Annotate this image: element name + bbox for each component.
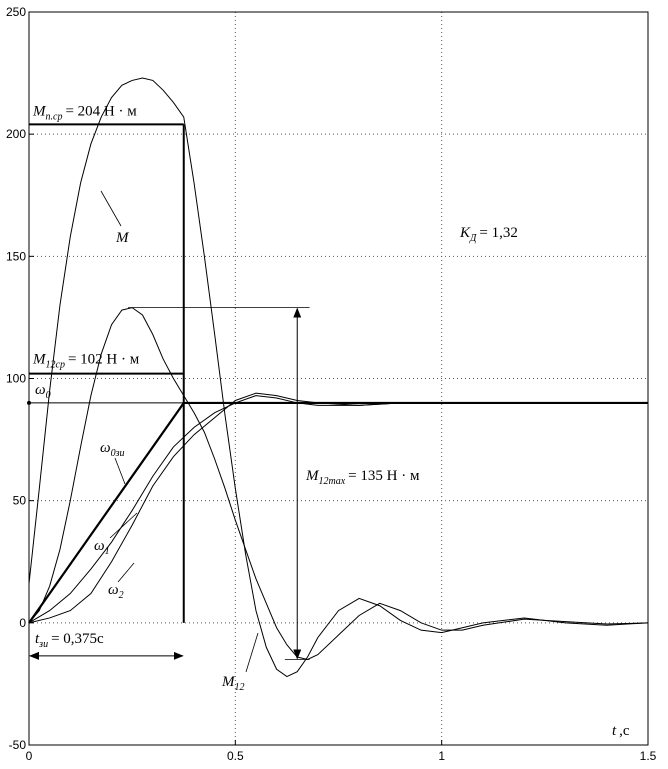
label-symbol: M — [115, 230, 130, 246]
series-line — [28, 307, 649, 661]
label-symbol: ω — [108, 582, 119, 598]
series-label: M — [115, 230, 130, 246]
plot-frame — [28, 11, 649, 746]
label-subscript: 2 — [119, 590, 124, 601]
label-text: = 0,375с — [51, 631, 104, 647]
label-symbol: M — [32, 352, 47, 368]
annotation: M12ср = 102 Н · м — [32, 352, 140, 371]
label-subscript: 1 — [105, 546, 110, 557]
label-symbol: ω — [100, 440, 111, 456]
label-subscript: 12max — [319, 476, 346, 487]
series-label: ω2 — [108, 582, 124, 601]
y-tick-label: 200 — [6, 127, 26, 141]
label-subscript: 12 — [235, 682, 245, 693]
x-tick-label: 0 — [26, 749, 33, 763]
series-line — [28, 395, 442, 624]
annotation: ω0 — [35, 382, 51, 401]
series-label: ω1 — [94, 538, 110, 557]
label-symbol: t — [35, 631, 40, 647]
leader-line — [114, 457, 126, 485]
label-text: ,c — [619, 723, 630, 739]
label-symbol: K — [459, 225, 471, 241]
y-tick-label: -50 — [9, 738, 27, 752]
y-tick-label: 0 — [19, 616, 26, 630]
omega0-dot — [27, 400, 31, 405]
annotation: KД = 1,32 — [459, 225, 518, 244]
x-axis-label: t ,c — [612, 723, 630, 739]
label-subscript: п.ср — [46, 111, 63, 122]
label-symbol: M — [32, 103, 47, 119]
label-symbol: M — [221, 674, 236, 690]
annotation: Mп.ср = 204 Н · м — [32, 103, 137, 122]
label-text: = 102 Н · м — [68, 352, 140, 368]
label-subscript: 0зи — [111, 448, 125, 459]
x-tick-label: 1.5 — [640, 749, 657, 763]
y-tick-label: 100 — [6, 372, 26, 386]
annotation: tзи = 0,375с — [35, 631, 104, 650]
label-subscript: 0 — [46, 390, 51, 401]
series-label: M12 — [221, 674, 245, 693]
label-text: = 204 Н · м — [65, 103, 137, 119]
x-tick-label: 1 — [438, 749, 445, 763]
annotation: M12max = 135 Н · м — [305, 468, 420, 487]
x-tick-label: 0.5 — [227, 749, 244, 763]
series-label: ω0зи — [100, 440, 125, 459]
label-subscript: Д — [469, 233, 477, 244]
label-symbol: ω — [94, 538, 105, 554]
label-symbol: t — [612, 723, 617, 739]
label-text: = 135 Н · м — [348, 468, 420, 484]
y-tick-label: 50 — [13, 494, 27, 508]
label-symbol: ω — [35, 382, 46, 398]
y-tick-label: 250 — [6, 5, 26, 19]
series-line — [28, 77, 649, 678]
label-subscript: 12ср — [46, 360, 65, 371]
label-subscript: зи — [38, 639, 48, 650]
leader-line — [109, 512, 138, 539]
y-tick-label: 150 — [6, 249, 26, 263]
leader-line — [245, 632, 259, 673]
leader-line — [100, 190, 122, 227]
label-text: = 1,32 — [479, 225, 517, 241]
leader-line — [117, 562, 135, 583]
label-symbol: M — [305, 468, 320, 484]
